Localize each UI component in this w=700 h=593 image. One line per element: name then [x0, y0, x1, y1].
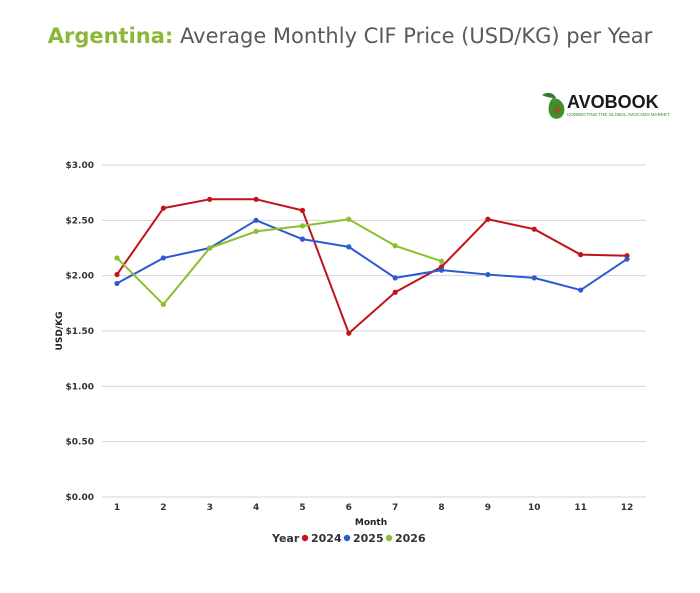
- data-point: [485, 216, 491, 222]
- data-point: [160, 205, 166, 211]
- x-tick-labels: 1 2 3 4 5 6 7 8 9 10 11 12: [114, 503, 633, 513]
- series-line: [116, 198, 628, 335]
- data-point: [299, 223, 306, 229]
- series-line: [116, 219, 628, 292]
- data-point: [253, 217, 259, 223]
- x-tick-label: 8: [438, 503, 444, 513]
- legend-marker: [343, 534, 351, 542]
- legend-label: 2025: [353, 532, 384, 545]
- x-tick-label: 9: [485, 503, 491, 513]
- data-point: [578, 252, 584, 258]
- x-tick-label: 12: [621, 503, 634, 513]
- data-point: [114, 280, 120, 287]
- data-point: [485, 271, 491, 278]
- series-2026: [114, 216, 445, 308]
- x-tick-label: 3: [207, 503, 213, 513]
- legend-marker: [301, 534, 309, 542]
- data-point: [346, 216, 352, 222]
- avocado-leaf-icon: [542, 92, 556, 98]
- x-tick-label: 1: [114, 503, 120, 513]
- series-lines: [114, 196, 630, 336]
- data-point: [531, 226, 537, 232]
- y-tick-label: $0.00: [66, 493, 94, 503]
- x-tick-label: 2: [160, 503, 166, 513]
- x-axis-label: Month: [355, 518, 387, 528]
- y-tick-label: $1.00: [66, 382, 94, 392]
- data-point: [160, 301, 166, 308]
- legend-marker: [385, 534, 393, 542]
- logo-tagline: CONNECTING THE GLOBAL AVOCADO MARKET: [567, 112, 670, 117]
- x-tick-label: 5: [299, 503, 305, 513]
- x-tick-label: 10: [528, 503, 541, 513]
- data-point: [392, 243, 398, 249]
- data-point: [346, 244, 352, 250]
- data-point: [438, 267, 445, 273]
- data-point: [114, 255, 120, 261]
- legend-label: 2026: [395, 532, 426, 545]
- data-point: [114, 271, 120, 278]
- data-point: [207, 196, 213, 202]
- data-point: [160, 255, 166, 261]
- legend-label: 2024: [311, 532, 342, 545]
- y-tick-label: $1.50: [66, 327, 94, 337]
- legend-title: Year: [271, 532, 300, 545]
- data-point: [207, 245, 213, 251]
- data-point: [253, 196, 259, 202]
- y-tick-label: $2.00: [66, 272, 94, 282]
- data-point: [253, 228, 259, 234]
- x-tick-label: 4: [253, 503, 259, 513]
- y-tick-label: $3.00: [66, 161, 94, 171]
- gridlines: [102, 164, 646, 498]
- legend: Year 2024 2025 2026: [271, 532, 426, 545]
- y-tick-label: $0.50: [66, 438, 94, 448]
- data-point: [531, 275, 537, 281]
- series-2024: [114, 196, 630, 336]
- y-tick-label: $2.50: [66, 216, 94, 226]
- chart-title-text: Average Monthly CIF Price (USD/KG) per Y…: [180, 24, 653, 48]
- series-2025: [114, 217, 630, 293]
- x-tick-label: 6: [346, 503, 352, 513]
- data-point: [624, 256, 630, 262]
- data-point: [438, 258, 445, 264]
- data-point: [346, 330, 352, 336]
- chart-title: Argentina: Average Monthly CIF Price (US…: [0, 24, 700, 48]
- data-point: [392, 275, 398, 281]
- y-tick-labels: $0.00 $0.50 $1.00 $1.50 $2.00 $2.50 $3.00: [66, 161, 94, 503]
- avobook-logo: AVOBOOK CONNECTING THE GLOBAL AVOCADO MA…: [542, 92, 670, 119]
- avocado-seed-icon: [553, 106, 561, 114]
- data-point: [578, 287, 584, 293]
- chart-title-country: Argentina:: [47, 24, 174, 48]
- legend-item-2024: 2024: [301, 532, 342, 545]
- x-tick-label: 7: [392, 503, 398, 513]
- legend-item-2026: 2026: [385, 532, 426, 545]
- legend-item-2025: 2025: [343, 532, 384, 545]
- data-point: [392, 289, 398, 295]
- x-tick-label: 11: [574, 503, 587, 513]
- data-point: [299, 207, 306, 213]
- y-axis-label: USD/KG: [55, 312, 65, 351]
- data-point: [299, 236, 306, 242]
- logo-wordmark: AVOBOOK: [567, 92, 659, 112]
- series-line: [116, 218, 442, 306]
